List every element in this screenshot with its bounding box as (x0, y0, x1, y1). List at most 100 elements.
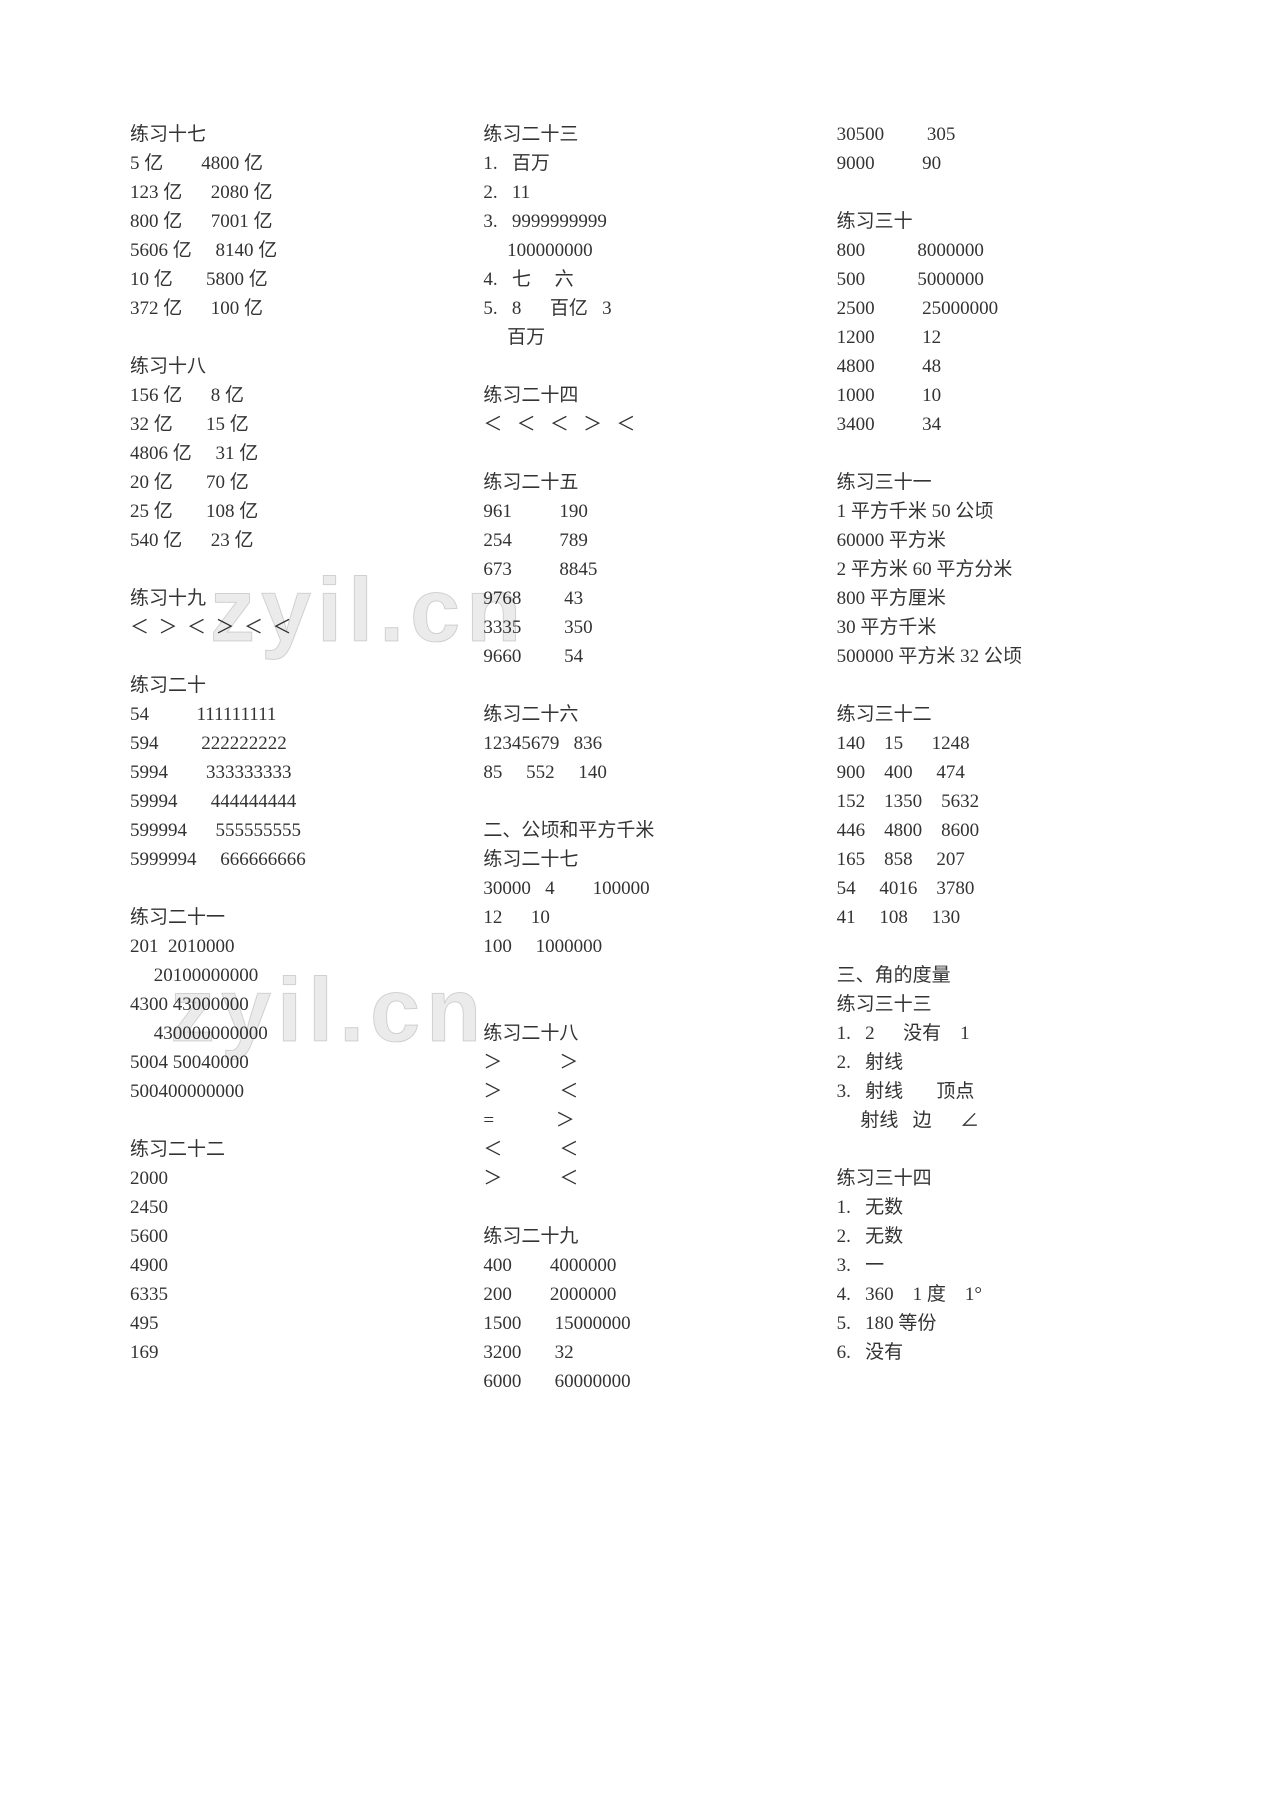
col3-line: 800 平方厘米 (837, 584, 1150, 613)
col2-line: 4. 七 六 (483, 265, 796, 294)
col1-line: 10 亿 5800 亿 (130, 265, 443, 294)
col1-line (130, 874, 443, 903)
col1-line: 20 亿 70 亿 (130, 468, 443, 497)
col1-line: 4300 43000000 (130, 990, 443, 1019)
col2-line (483, 671, 796, 700)
col3-line: 1000 10 (837, 381, 1150, 410)
col1-line: 430000000000 (130, 1019, 443, 1048)
content-columns: 练习十七5 亿 4800 亿123 亿 2080 亿800 亿 7001 亿56… (130, 120, 1150, 1396)
col2-line (483, 990, 796, 1019)
col1-line: 54 111111111 (130, 700, 443, 729)
col3-line: 5. 180 等份 (837, 1309, 1150, 1338)
col1-line: 练习二十一 (130, 903, 443, 932)
col3-line: 练习三十二 (837, 700, 1150, 729)
col3-line: 500000 平方米 32 公顷 (837, 642, 1150, 671)
col1-line: 32 亿 15 亿 (130, 410, 443, 439)
col1-line (130, 555, 443, 584)
col3-line (837, 178, 1150, 207)
col2-line: 1500 15000000 (483, 1309, 796, 1338)
col1-line: 练习二十二 (130, 1135, 443, 1164)
col2-line: ＞ ＜ (483, 1164, 796, 1193)
col2-line: 12 10 (483, 903, 796, 932)
col1-line: 6335 (130, 1280, 443, 1309)
col3-line: 三、角的度量 (837, 961, 1150, 990)
col3-line: 1. 2 没有 1 (837, 1019, 1150, 1048)
col2-line: 30000 4 100000 (483, 874, 796, 903)
col1-line: 2450 (130, 1193, 443, 1222)
col2-line: 6000 60000000 (483, 1367, 796, 1396)
col1-line: 123 亿 2080 亿 (130, 178, 443, 207)
col2-line: 100 1000000 (483, 932, 796, 961)
col2-line: ＜ ＜ ＜ ＞ ＜ (483, 410, 796, 439)
col3-line: 3. 一 (837, 1251, 1150, 1280)
col1-line: 5004 50040000 (130, 1048, 443, 1077)
col2-line: 5. 8 百亿 3 (483, 294, 796, 323)
col2-line: 练习二十七 (483, 845, 796, 874)
col3-line: 30 平方千米 (837, 613, 1150, 642)
col3-line: 2. 射线 (837, 1048, 1150, 1077)
col3-line: 练习三十三 (837, 990, 1150, 1019)
col2-line: 9768 43 (483, 584, 796, 613)
col3-line: 140 15 1248 (837, 729, 1150, 758)
col3-line: 2 平方米 60 平方分米 (837, 555, 1150, 584)
col1-line: 594 222222222 (130, 729, 443, 758)
col1-line: 201 2010000 (130, 932, 443, 961)
col1-line: 练习二十 (130, 671, 443, 700)
col1-line (130, 1106, 443, 1135)
col3-line: 2500 25000000 (837, 294, 1150, 323)
col1-line: 599994 555555555 (130, 816, 443, 845)
col2-line (483, 352, 796, 381)
col2-line (483, 439, 796, 468)
col2-line: 85 552 140 (483, 758, 796, 787)
col2-line: 练习二十八 (483, 1019, 796, 1048)
col2-line: 练习二十四 (483, 381, 796, 410)
col3-line (837, 671, 1150, 700)
col2-line: 673 8845 (483, 555, 796, 584)
col3-line: 2. 无数 (837, 1222, 1150, 1251)
col3-line: 9000 90 (837, 149, 1150, 178)
col2-line: 3200 32 (483, 1338, 796, 1367)
col3-line: 41 108 130 (837, 903, 1150, 932)
col1-line (130, 323, 443, 352)
col2-line: 254 789 (483, 526, 796, 555)
col2-line: 练习二十九 (483, 1222, 796, 1251)
col3-line: 165 858 207 (837, 845, 1150, 874)
col2-line: 2. 11 (483, 178, 796, 207)
col3-line: 练习三十四 (837, 1164, 1150, 1193)
col2-line: 1. 百万 (483, 149, 796, 178)
col3-line: 射线 边 ∠ (837, 1106, 1150, 1135)
col3-line: 1200 12 (837, 323, 1150, 352)
col3-line: 3. 射线 顶点 (837, 1077, 1150, 1106)
column-2: 练习二十三1. 百万2. 113. 9999999999 1000000004.… (483, 120, 796, 1396)
col1-line: 5 亿 4800 亿 (130, 149, 443, 178)
col1-line: 59994 444444444 (130, 787, 443, 816)
col1-line: 156 亿 8 亿 (130, 381, 443, 410)
col1-line: 169 (130, 1338, 443, 1367)
col3-line: 3400 34 (837, 410, 1150, 439)
col2-line: 练习二十六 (483, 700, 796, 729)
col2-line: 3. 9999999999 (483, 207, 796, 236)
col1-line: 练习十八 (130, 352, 443, 381)
col3-line: 1. 无数 (837, 1193, 1150, 1222)
col1-line: 372 亿 100 亿 (130, 294, 443, 323)
col1-line: 540 亿 23 亿 (130, 526, 443, 555)
col1-line: 495 (130, 1309, 443, 1338)
col3-line: 30500 305 (837, 120, 1150, 149)
col2-line: 100000000 (483, 236, 796, 265)
col2-line: = ＞ (483, 1106, 796, 1135)
col1-line: 5606 亿 8140 亿 (130, 236, 443, 265)
col2-line: ＞ ＞ (483, 1048, 796, 1077)
col1-line: 20100000000 (130, 961, 443, 990)
col1-line: 500400000000 (130, 1077, 443, 1106)
col2-line: 二、公顷和平方千米 (483, 816, 796, 845)
col3-line: 54 4016 3780 (837, 874, 1150, 903)
col3-line: 6. 没有 (837, 1338, 1150, 1367)
col3-line: 800 8000000 (837, 236, 1150, 265)
col2-line: 961 190 (483, 497, 796, 526)
col2-line: 12345679 836 (483, 729, 796, 758)
col2-line: 400 4000000 (483, 1251, 796, 1280)
col3-line: 4800 48 (837, 352, 1150, 381)
col3-line: 60000 平方米 (837, 526, 1150, 555)
col1-line (130, 642, 443, 671)
col2-line (483, 961, 796, 990)
